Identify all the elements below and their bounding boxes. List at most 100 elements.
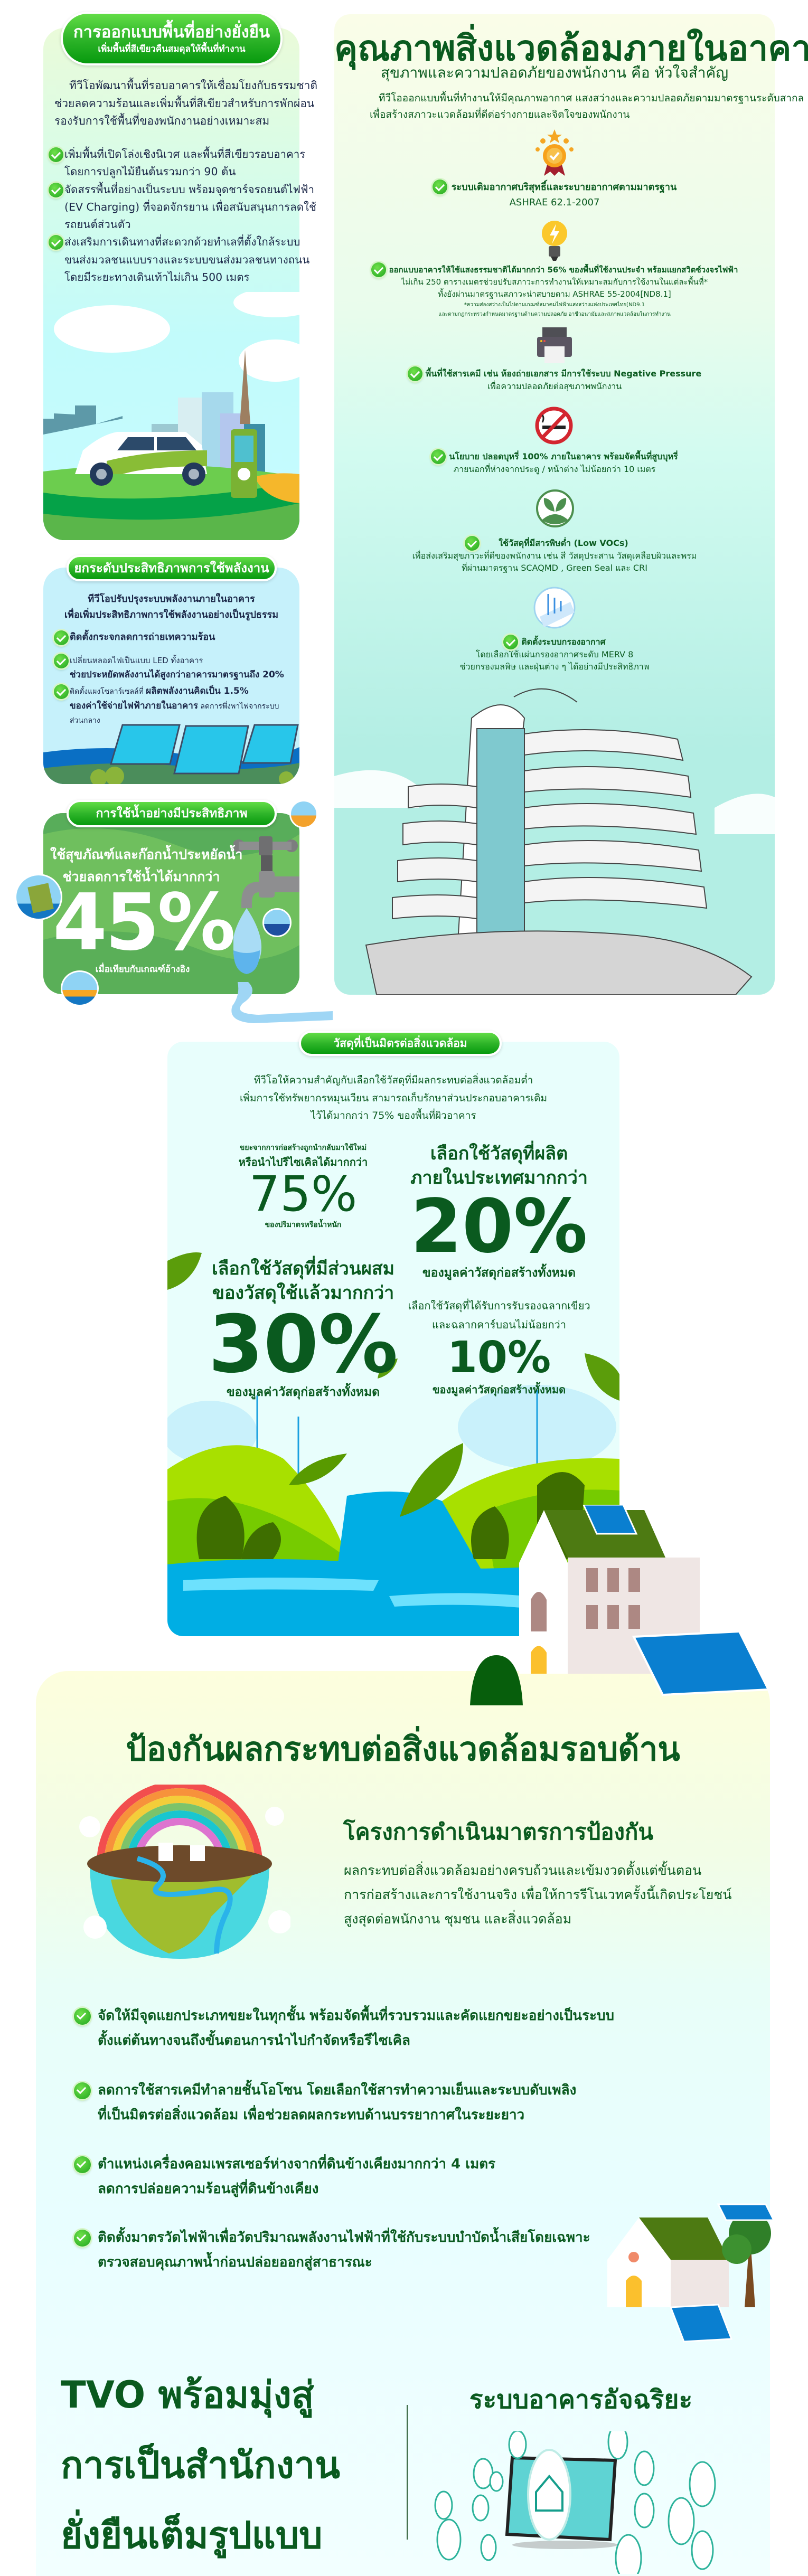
water-drop-icon <box>691 2530 714 2570</box>
energy-bullet: ติดตั้งกระจกลดการถ่ายเทความร้อน <box>54 630 215 645</box>
protection-bullet-text: ที่เป็นมิตรต่อสิ่งแวดล้อม เพื่อช่วยลดผลก… <box>98 2107 525 2123</box>
quality-item-text: ASHRAE 62.1-2007 <box>509 197 600 208</box>
check-icon <box>49 182 63 197</box>
energy-intro-line: เพื่อเพิ่มประสิทธิภาพการใช้พลังงานอย่างเ… <box>64 609 279 620</box>
protection-bullet-text: ตำแหน่งเครื่องคอมเพรสเซอร์ห่างจากที่ดินข… <box>98 2156 496 2172</box>
stat-label: เลือกใช้วัสดุที่ได้รับการรับรองฉลากเขียว <box>408 1299 590 1312</box>
faucet-illustration <box>233 836 299 974</box>
stat-label: ภายในประเทศมากกว่า <box>410 1167 588 1188</box>
energy-bullet-text: ติดตั้งแผงโซลาร์เซลล์ที่ <box>70 687 146 696</box>
leaf-decoration <box>585 1353 619 1401</box>
smart-building-title: ระบบอาคารอัจฉริยะ <box>469 2385 693 2414</box>
design-bullet-text: โดยมีระยะทางเดินเท้าไม่เกิน 500 เมตร <box>64 271 250 284</box>
stat-recycled-waste: ขยะจากการก่อสร้างถูกนำกลับมาใช้ใหม่ หรือ… <box>219 1141 388 1231</box>
music-icon <box>480 2534 497 2561</box>
stat-caption: ของมูลค่าวัสดุก่อสร้างทั้งหมด <box>422 1266 576 1280</box>
earth-rainbow-illustration <box>79 1785 290 1959</box>
energy-intro-line: ทีวีโอปรับปรุงระบบพลังงานภายในอาคาร <box>88 593 255 605</box>
water-headline: ใช้สุขภัณฑ์และก๊อกน้ำประหยัดน้ำ ช่วยลดกา… <box>50 844 242 888</box>
leaf-icon <box>536 489 574 527</box>
quality-title: คุณภาพสิ่งแวดล้อมภายในอาคาร <box>334 28 808 69</box>
energy-bullet: เปลี่ยนหลอดไฟเป็นแบบ LED ทั้งอาคาร ช่วยป… <box>54 654 284 682</box>
check-icon <box>49 235 63 250</box>
design-title: การออกแบบพื้นที่อย่างยั่งยืน <box>73 23 270 42</box>
check-icon <box>54 684 69 699</box>
materials-intro-line: ทีวีโอให้ความสำคัญกับเลือกใช้วัสดุที่มีผ… <box>253 1074 533 1086</box>
stat-label: เลือกใช้วัสดุที่มีส่วนผสม <box>211 1258 395 1279</box>
no-smoking-icon <box>535 407 573 445</box>
solar-farm-illustration <box>43 724 299 784</box>
protection-bullet-text: ตั้งแต่ต้นทางจนถึงขั้นตอนการนำไปกำจัดหรื… <box>98 2033 410 2049</box>
check-icon <box>74 2082 91 2099</box>
quality-item-title: พื้นที่ใช้สารเคมี เช่น ห้องถ่ายเอกสาร มี… <box>425 369 702 379</box>
design-bullet-text: รถยนต์ส่วนตัว <box>64 218 131 231</box>
quality-item-title: ออกแบบอาคารให้ใช้แสงธรรมชาติได้มากกว่า 5… <box>389 265 738 275</box>
check-icon <box>432 180 447 194</box>
design-bullet-text: ขนส่งมวลชนแบบรางและระบบขนส่งมวลชนทางถนน <box>64 253 310 266</box>
protection-bullet: ติดตั้งมาตรวัดไฟฟ้าเพื่อวัดปริมาณพลังงาน… <box>74 2225 590 2275</box>
protection-bullet: จัดให้มีจุดแยกประเภทขยะในทุกชั้น พร้อมจั… <box>74 2004 614 2053</box>
design-bullet-text: เพิ่มพื้นที่เปิดโล่งเชิงนิเวศ และพื้นที่… <box>64 148 306 161</box>
stat-value: 30% <box>208 1299 398 1391</box>
leaf-decoration <box>167 1252 202 1290</box>
protection-title: ป้องกันผลกระทบต่อสิ่งแวดล้อมรอบด้าน <box>126 1730 680 1768</box>
ev-city-illustration <box>43 292 299 540</box>
shield-icon <box>436 2518 462 2561</box>
stat-local-materials: เลือกใช้วัสดุที่ผลิต ภายในประเทศมากกว่า … <box>393 1141 605 1282</box>
air-filter-icon <box>533 587 576 629</box>
quality-item: ระบบเติมอากาศบริสุทธิ์และระบายอากาศตามมา… <box>334 180 775 210</box>
design-intro-line: ช่วยลดความร้อนและเพิ่มพื้นที่สีเขียวสำหร… <box>54 97 315 110</box>
quality-item: ใช้วัสดุที่มีสารพิษต่ำ (Low VOCs) เพื่อส… <box>334 536 775 574</box>
design-bullet-text: จัดสรรพื้นที่อย่างเป็นระบบ พร้อมจุดชาร์จ… <box>64 183 315 196</box>
lock-icon <box>615 2534 642 2574</box>
protection-bullet-text: ลดการปล่อยความร้อนสู่ที่ดินข้างเคียง <box>98 2181 319 2197</box>
check-icon <box>74 2156 91 2173</box>
protection-paragraph: ผลกระทบต่อสิ่งแวดล้อมอย่างครบถ้วนและเข้ม… <box>344 1858 731 1931</box>
stat-caption: ของมูลค่าวัสดุก่อสร้างทั้งหมด <box>226 1385 380 1399</box>
office-building-illustration <box>334 688 775 995</box>
energy-bullet: ติดตั้งแผงโซลาร์เซลล์ที่ ผลิตพลังงานคิดเ… <box>54 684 279 728</box>
protection-bullet-text: จัดให้มีจุดแยกประเภทขยะในทุกชั้น พร้อมจั… <box>98 2008 615 2024</box>
quality-item-text: ช่วยกรองมลพิษ และฝุ่นต่าง ๆ ได้อย่างมีปร… <box>459 662 650 672</box>
design-bullet: ส่งเสริมการเดินทางที่สะดวกด้วยทำเลที่ตั้… <box>49 233 316 286</box>
stat-label: เลือกใช้วัสดุที่ผลิต <box>430 1143 568 1164</box>
check-icon <box>74 2008 91 2025</box>
quality-item-text: ที่ผ่านมาตรฐาน SCAQMD , Green Seal และ C… <box>462 563 647 573</box>
medal-icon <box>535 129 574 176</box>
water-title-pill: การใช้น้ำอย่างมีประสิทธิภาพ <box>67 800 277 827</box>
energy-bullet-text: ช่วยประหยัดพลังงานได้สูงกว่าอาคารมาตรฐาน… <box>70 669 284 680</box>
protection-paragraph-line: การก่อสร้างและการใช้งานจริง เพื่อให้การร… <box>344 1887 732 1902</box>
window-icon <box>489 2471 504 2492</box>
protection-bullet-text: ลดการใช้สารเคมีทำลายชั้นโอโซน โดยเลือกใช… <box>98 2082 577 2098</box>
energy-title: ยกระดับประสิทธิภาพการใช้พลังงาน <box>74 561 269 575</box>
water-title: การใช้น้ำอย่างมีประสิทธิภาพ <box>96 807 248 820</box>
printer-icon <box>537 327 572 363</box>
protection-bullet-text: ตรวจสอบคุณภาพน้ำก่อนปล่อยออกสู่สาธารณะ <box>98 2254 372 2270</box>
stat-label: และฉลากคาร์บอนไม่น้อยกว่า <box>431 1318 567 1331</box>
dishwashing-icon <box>289 800 318 828</box>
electric-car <box>75 432 207 486</box>
protection-paragraph-line: ผลกระทบต่อสิ่งแวดล้อมอย่างครบถ้วนและเข้ม… <box>344 1863 702 1878</box>
materials-title: วัสดุที่เป็นมิตรต่อสิ่งแวดล้อม <box>333 1037 467 1050</box>
section-divider <box>407 2405 408 2540</box>
quality-item-title: ใช้วัสดุที่มีสารพิษต่ำ (Low VOCs) <box>499 538 628 548</box>
materials-intro-line: ไว้ได้มากกว่า 75% ของพื้นที่ผิวอาคาร <box>311 1110 476 1121</box>
thermometer-icon <box>689 2461 716 2507</box>
stat-label: หรือนำไปรีไซเคิลได้มากกว่า <box>238 1156 368 1168</box>
stat-caption: ของมูลค่าวัสดุก่อสร้างทั้งหมด <box>432 1383 566 1396</box>
quality-item-text: เพื่อส่งเสริมสุขภาวะที่ดีของพนักงาน เช่น… <box>412 550 697 561</box>
smart-building-illustration <box>434 2431 716 2574</box>
design-bullet-text: (EV Charging) ที่จอดจักรยาน เพื่อสนับสนุ… <box>64 200 316 213</box>
wifi-icon <box>634 2493 655 2528</box>
quality-item-text: ไม่เกิน 250 ตารางเมตรช่วยปรับสภาวะการทำง… <box>401 277 708 287</box>
quality-item: ติดตั้งระบบกรองอากาศ โดยเลือกใช้แผ่นกรอง… <box>334 635 775 673</box>
water-note: เมื่อเทียบกับเกณฑ์อ้างอิง <box>95 964 190 975</box>
stat-value: 20% <box>410 1184 588 1270</box>
check-icon <box>74 2230 91 2247</box>
check-icon <box>503 635 519 649</box>
protection-bullet: ลดการใช้สารเคมีทำลายชั้นโอโซน โดยเลือกใช… <box>74 2078 576 2128</box>
energy-card <box>43 568 299 784</box>
watering-plants-icon <box>262 908 292 937</box>
stat-caption: ของปริมาตรหรือน้ำหนัก <box>265 1221 342 1229</box>
protection-bullet-text: ติดตั้งมาตรวัดไฟฟ้าเพื่อวัดปริมาณพลังงาน… <box>98 2230 590 2245</box>
